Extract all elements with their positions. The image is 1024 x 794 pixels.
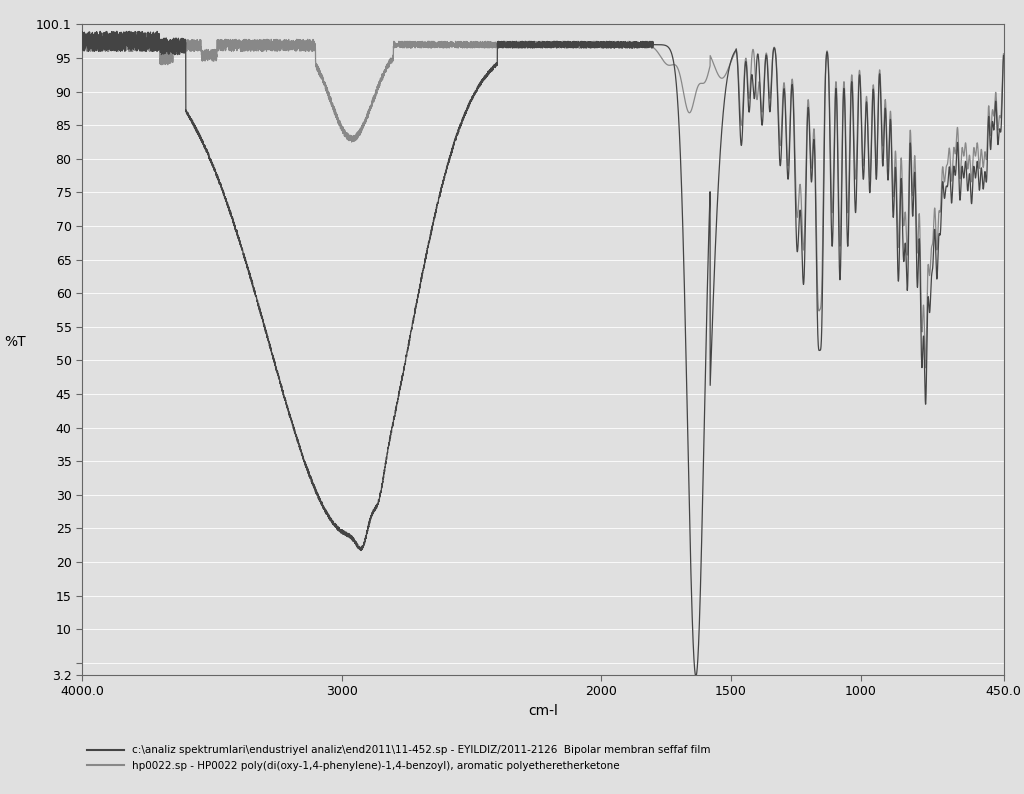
X-axis label: cm-l: cm-l: [527, 703, 558, 718]
Y-axis label: %T: %T: [4, 335, 26, 349]
Legend: c:\analiz spektrumlari\endustriyel analiz\end2011\11-452.sp - EYILDIZ/2011-2126 : c:\analiz spektrumlari\endustriyel anali…: [87, 746, 711, 771]
